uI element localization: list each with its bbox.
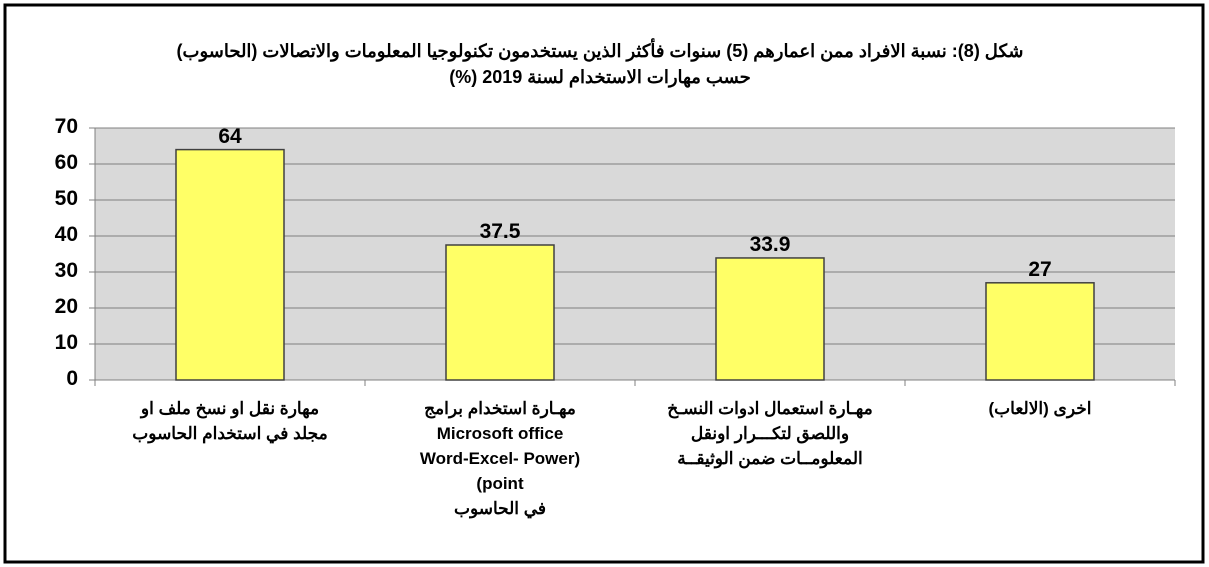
y-tick-label: 20 xyxy=(54,295,78,318)
bar xyxy=(715,257,825,381)
x-tick-label: مهـارة استخدام برامج Microsoft office (W… xyxy=(419,399,581,518)
y-tick-label: 30 xyxy=(54,259,78,282)
data-label: 33.9 xyxy=(749,232,791,256)
data-label: 64 xyxy=(218,124,242,148)
y-tick-label: 40 xyxy=(54,223,78,246)
chart-title: شكل (8): نسبة الافراد ممن اعمارهم (5) سن… xyxy=(176,41,1024,87)
y-tick-label: 0 xyxy=(66,367,78,390)
frame xyxy=(3,3,1205,564)
y-tick-label: 70 xyxy=(54,115,78,138)
data-label: 27 xyxy=(1028,257,1052,281)
bar xyxy=(445,244,555,381)
y-tick-label: 50 xyxy=(54,187,78,210)
data-label: 37.5 xyxy=(479,220,521,243)
x-tick-label: اخرى (الالعاب) xyxy=(988,399,1092,418)
x-tick-label: مهـارة استعمال ادوات النسـخ واللصق لتكــ… xyxy=(667,399,873,468)
x-tick-label: مهارة نقل او نسخ ملف او مجلد في استخدام … xyxy=(132,399,328,443)
y-tick-label: 10 xyxy=(54,331,78,354)
bar xyxy=(985,282,1095,381)
bar xyxy=(175,148,285,381)
y-tick-label: 60 xyxy=(54,151,78,174)
